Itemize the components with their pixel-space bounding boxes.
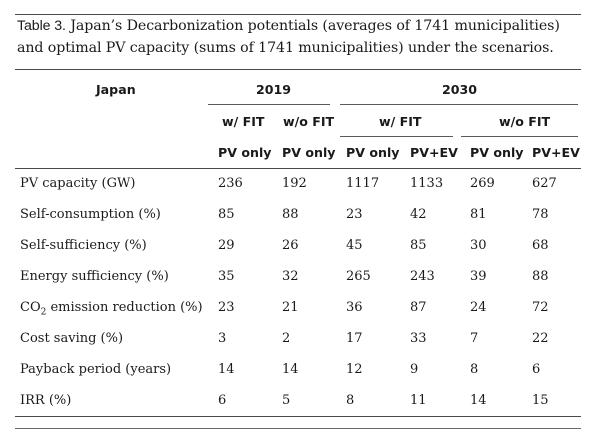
table-cell: 14 <box>218 362 235 377</box>
table-cell: 11 <box>410 393 427 408</box>
table-cell: 627 <box>532 176 557 191</box>
table-cell: 23 <box>346 207 363 222</box>
row-label-pv-capacity: PV capacity (GW) <box>20 176 136 191</box>
table-cell: 88 <box>532 269 549 284</box>
table-cell: 1133 <box>410 176 444 191</box>
table-cell: 72 <box>532 300 549 315</box>
table-cell: 42 <box>410 207 427 222</box>
table-cell: 8 <box>470 362 479 377</box>
row-label-co2-emission-reduction: CO2 emission reduction (%) <box>20 300 203 318</box>
table-cell: 26 <box>282 238 299 253</box>
table-cell: 45 <box>346 238 363 253</box>
wofit-2030-span-rule <box>461 136 578 137</box>
row-label-irr: IRR (%) <box>20 393 72 408</box>
row-label-cost-saving: Cost saving (%) <box>20 331 124 346</box>
case-header-5: PV only <box>470 145 524 160</box>
case-header-2: PV only <box>282 145 336 160</box>
table-cell: 33 <box>410 331 427 346</box>
row-label-payback-period: Payback period (years) <box>20 362 172 377</box>
co2-label-subscript: 2 <box>40 307 47 318</box>
table-cell: 22 <box>532 331 549 346</box>
table-cell: 85 <box>218 207 235 222</box>
wfit-2030-span-rule <box>340 136 453 137</box>
page-footer-rule <box>15 428 581 429</box>
co2-label-pre: CO <box>20 300 41 315</box>
table-cell: 269 <box>470 176 495 191</box>
table-cell: 6 <box>218 393 227 408</box>
table-cell: 30 <box>470 238 487 253</box>
table-cell: 8 <box>346 393 355 408</box>
table-cell: 81 <box>470 207 487 222</box>
table-cell: 17 <box>346 331 363 346</box>
table-cell: 6 <box>532 362 541 377</box>
table-cell: 236 <box>218 176 243 191</box>
table-caption-text: Japan’s Decarbonization potentials (aver… <box>17 18 560 56</box>
co2-label-post: emission reduction (%) <box>46 300 203 315</box>
table-cell: 265 <box>346 269 371 284</box>
year-header-2030: 2030 <box>442 82 478 97</box>
row-label-self-consumption: Self-consumption (%) <box>20 207 161 222</box>
table-cell: 14 <box>282 362 299 377</box>
table-cell: 7 <box>470 331 479 346</box>
table-cell: 23 <box>218 300 235 315</box>
table-cell: 5 <box>282 393 291 408</box>
table-cell: 9 <box>410 362 419 377</box>
table-cell: 68 <box>532 238 549 253</box>
fit-header-2019-wo: w/o FIT <box>283 114 335 129</box>
table-cell: 85 <box>410 238 427 253</box>
table-cell: 24 <box>470 300 487 315</box>
fit-header-2019-w: w/ FIT <box>222 114 265 129</box>
table-cell: 1117 <box>346 176 380 191</box>
table-cell: 14 <box>470 393 487 408</box>
table-cell: 87 <box>410 300 427 315</box>
table-cell: 35 <box>218 269 235 284</box>
case-header-6: PV+EV <box>532 145 580 160</box>
year-header-2019: 2019 <box>256 82 292 97</box>
year-2030-span-rule <box>340 104 578 105</box>
table-caption: Table 3. Japan’s Decarbonization potenti… <box>17 15 583 59</box>
table-cell: 29 <box>218 238 235 253</box>
header-top-rule <box>15 69 581 70</box>
table-bottom-rule <box>15 416 581 417</box>
fit-header-2030-wo: w/o FIT <box>499 114 551 129</box>
table-cell: 2 <box>282 331 291 346</box>
year-2019-span-rule <box>208 104 330 105</box>
table-cell: 36 <box>346 300 363 315</box>
body-top-rule <box>15 168 581 169</box>
table-cell: 32 <box>282 269 299 284</box>
case-header-4: PV+EV <box>410 145 458 160</box>
case-header-1: PV only <box>218 145 272 160</box>
table-cell: 39 <box>470 269 487 284</box>
row-label-energy-sufficiency: Energy sufficiency (%) <box>20 269 169 284</box>
table-cell: 21 <box>282 300 299 315</box>
corner-header: Japan <box>96 82 136 97</box>
table-cell: 243 <box>410 269 435 284</box>
table-cell: 78 <box>532 207 549 222</box>
row-label-self-sufficiency: Self-sufficiency (%) <box>20 238 147 253</box>
table-cell: 15 <box>532 393 549 408</box>
case-header-3: PV only <box>346 145 400 160</box>
table-cell: 12 <box>346 362 363 377</box>
table-caption-label: Table 3. <box>17 18 66 34</box>
table-cell: 3 <box>218 331 227 346</box>
table-top-rule <box>15 14 581 15</box>
table-cell: 192 <box>282 176 307 191</box>
fit-header-2030-w: w/ FIT <box>379 114 422 129</box>
table-cell: 88 <box>282 207 299 222</box>
